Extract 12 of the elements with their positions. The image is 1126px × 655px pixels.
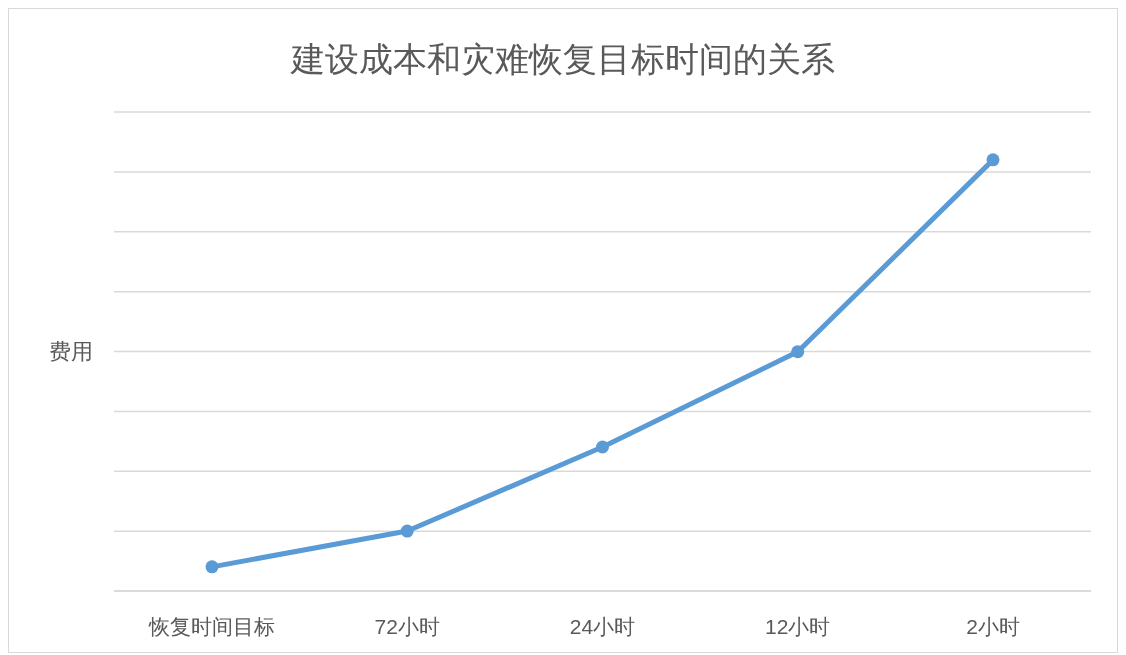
x-tick-label: 12小时 bbox=[765, 614, 831, 638]
point bbox=[400, 524, 414, 538]
x-tick-label: 恢复时间目标 bbox=[148, 614, 275, 638]
chart-title: 建设成本和灾难恢复目标时间的关系 bbox=[289, 39, 836, 80]
x-tick-label: 72小时 bbox=[374, 614, 440, 638]
x-tick-label: 2小时 bbox=[966, 614, 1020, 638]
x-tick-label: 24小时 bbox=[569, 614, 636, 638]
y-axis-title: 费用 bbox=[49, 337, 93, 366]
point bbox=[205, 560, 219, 574]
point bbox=[791, 345, 805, 359]
point bbox=[986, 153, 1000, 167]
point bbox=[596, 440, 609, 454]
